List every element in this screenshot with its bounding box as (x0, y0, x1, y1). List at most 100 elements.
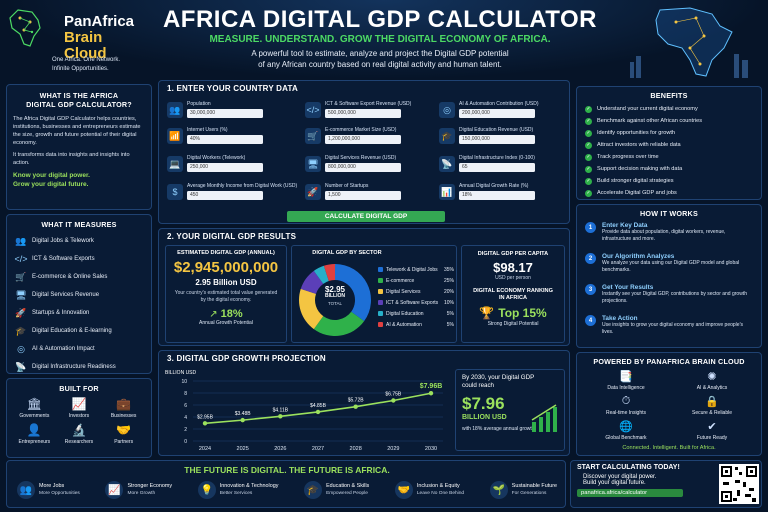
benefit-item: ✓ Track progress over time (585, 151, 753, 163)
data-point (353, 404, 358, 409)
check-icon: ✓ (585, 189, 592, 197)
powered-icon: ⏱ (621, 395, 631, 407)
field-value[interactable]: 18% (459, 190, 535, 200)
calculate-button[interactable]: CALCULATE DIGITAL GDP (287, 211, 445, 222)
step-desc: We analyze your data using our Digital G… (602, 260, 740, 273)
legend-swatch (378, 278, 383, 283)
y-tick-label: 6 (184, 403, 187, 409)
field-value[interactable]: 250,000 (187, 162, 263, 172)
future-icon: 🌱 (489, 481, 508, 499)
field-value[interactable]: 65 (459, 162, 535, 172)
data-point (278, 414, 283, 419)
check-icon: ✓ (585, 165, 592, 173)
how-panel: HOW IT WORKS 1 Enter Key Data Provide data… (576, 204, 762, 348)
future-item: 💡 Innovation & Technology Better Services (197, 481, 278, 499)
built-for-label: Governments (19, 413, 50, 419)
estimate-label: ESTIMATED DIGITAL GDP (ANNUAL) (177, 250, 275, 256)
estimate-value: $2,945,000,000 (173, 259, 279, 276)
field-value[interactable]: 800,000,000 (325, 162, 401, 172)
field-label: Number of Startups (325, 183, 369, 190)
powered-item: 📑 Data Intelligence (597, 370, 655, 391)
field-value[interactable]: 40% (187, 134, 263, 144)
measure-icon: 🚀 (15, 307, 27, 318)
input-field[interactable]: ◎ AI & Automation Contribution (USD) 200,0… (439, 97, 538, 123)
field-value[interactable]: 1,500 (325, 190, 401, 200)
input-field[interactable]: $ Average Monthly Income from Digital Wor… (167, 179, 297, 205)
ranking-title: DIGITAL ECONOMY RANKING IN AFRICA (473, 288, 553, 301)
donut-slice (323, 264, 335, 281)
field-label: Digital Workers (Telework) (187, 155, 246, 162)
bar-growth-icon (531, 404, 557, 432)
input-field[interactable]: 📡 Digital Infrastructure Index (0-100) 65 (439, 151, 535, 177)
field-body: Population 30,000,000 (187, 101, 263, 118)
step-title: Take Action (602, 315, 638, 322)
input-field[interactable]: 📶 Internet Users (%) 40% (167, 123, 263, 149)
input-field[interactable]: 🚀 Number of Startups 1,500 (305, 179, 401, 205)
africa-map-icon (630, 7, 748, 78)
benefits-list: ✓ Understand your current digital economy… (585, 103, 753, 199)
built-for-item: 🤝 Partners (106, 423, 142, 445)
projection-title: 3. DIGITAL GDP GROWTH PROJECTION (167, 354, 326, 363)
future-row: 👥 More Jobs More Opportunities 📈 Stronger Ec… (17, 481, 557, 499)
growth-row: ↗ 18% (166, 308, 286, 320)
benefit-label: Identify opportunities for growth (597, 130, 676, 136)
legend-label: E-commerce (386, 277, 415, 284)
input-field[interactable]: 🎓 Digital Education Revenue (USD) 150,000,… (439, 123, 535, 149)
start-line-1: Discover your digital power. (583, 474, 657, 480)
step-title: Our Algorithm Analyzes (602, 253, 675, 260)
measure-label: Digital Education & E-learning (32, 328, 112, 334)
input-field[interactable]: 👥 Population 30,000,000 (167, 97, 263, 123)
field-value[interactable]: 450 (187, 190, 263, 200)
per-capita-card: DIGITAL GDP PER CAPITA $98.17 USD per pe… (461, 245, 565, 343)
field-label: Population (187, 101, 211, 108)
built-for-label: Partners (114, 439, 134, 445)
projection-chart: BILLION USD 0 2 4 6 8 10 $2.95B 2024 $3.48B 2025 $4… (165, 370, 443, 452)
input-field[interactable]: 🛒 E-commerce Market Size (USD) 1,200,000,0… (305, 123, 401, 149)
step-desc: Instantly see your Digital GDP, contribu… (602, 291, 747, 304)
measure-item: 🚀 Startups & Innovation (15, 304, 143, 322)
field-value[interactable]: 150,000,000 (459, 134, 535, 144)
measures-list: 👥 Digital Jobs & Telework </> ICT & Softwar… (15, 232, 143, 376)
field-body: Digital Services Revenue (USD) 800,000,00… (325, 155, 401, 172)
qr-code-icon[interactable] (719, 464, 759, 504)
built-for-label: Entrepreneurs (18, 439, 51, 445)
projection-note: By 2030, your Digital GDP could reach (462, 374, 535, 389)
measure-label: Digital Infrastructure Readiness (32, 364, 116, 370)
field-body: Digital Workers (Telework) 250,000 (187, 155, 263, 172)
y-tick-label: 4 (184, 415, 187, 421)
input-field[interactable]: 💻 Digital Workers (Telework) 250,000 (167, 151, 263, 177)
what-is-cta: Know your digital power. Grow your digit… (13, 172, 90, 188)
legend-value: 20% (443, 288, 454, 295)
built-for-grid: 🏛 Governments 📈 Investors 💼 Businesses 👤 Entrep… (12, 397, 146, 445)
data-point (240, 417, 245, 423)
growth-value: 18% (220, 308, 243, 320)
field-label: Internet Users (%) (187, 127, 228, 134)
field-value[interactable]: 30,000,000 (187, 108, 263, 118)
benefits-panel: BENEFITS ✓ Understand your current digita… (576, 86, 762, 200)
results-title: 2. YOUR DIGITAL GDP RESULTS (167, 232, 297, 241)
field-body: E-commerce Market Size (USD) 1,200,000,00… (325, 127, 401, 144)
field-value[interactable]: 500,000,000 (325, 108, 401, 118)
donut-slice (313, 311, 365, 336)
benefit-item: ✓ Benchmark against other African countri… (585, 115, 753, 127)
input-field[interactable]: 📊 Annual Digital Growth Rate (%) 18% (439, 179, 535, 205)
input-field[interactable]: </> ICT & Software Export Revenue (USD) 50… (305, 97, 411, 123)
future-text: Education & Skills Empowered People (326, 483, 369, 497)
powered-icon: 🔒 (705, 396, 719, 408)
field-value[interactable]: 1,200,000,000 (325, 134, 401, 144)
built-for-icon: 🤝 (116, 423, 132, 437)
start-url[interactable]: panafrica.africa/calculator (577, 489, 683, 497)
y-tick-label: 0 (184, 439, 187, 445)
powered-label: Future Ready (696, 435, 728, 441)
input-field[interactable]: 🖥 Digital Services Revenue (USD) 800,000,0… (305, 151, 401, 177)
results-panel: 2. YOUR DIGITAL GDP RESULTS ESTIMATED DI… (158, 228, 570, 346)
powered-grid: 📑 Data Intelligence ✺ AI & Analytics ⏱ Real-t… (583, 370, 755, 441)
data-label: $4.85B (310, 403, 327, 409)
legend-item: Telework & Digital Jobs 35% (378, 264, 454, 275)
benefit-label: Build stronger digital strategies (597, 178, 674, 184)
step-title: Enter Key Data (602, 222, 648, 229)
benefit-label: Understand your current digital economy (597, 106, 698, 112)
field-value[interactable]: 200,000,000 (459, 108, 535, 118)
built-for-label: Investors (68, 413, 90, 419)
sector-legend: Telework & Digital Jobs 35% E-commerce 25% D… (378, 264, 454, 330)
